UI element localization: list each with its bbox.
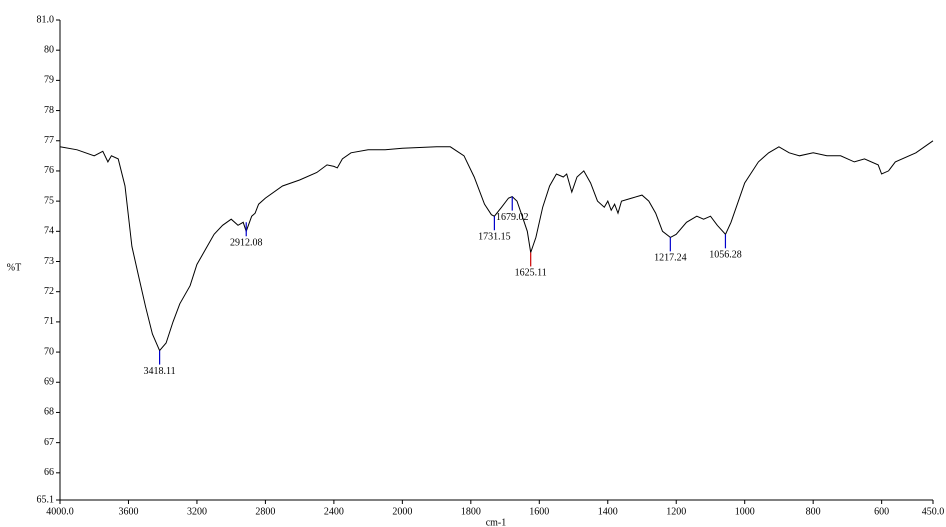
y-tick-label: 69 xyxy=(44,377,54,388)
peak-label: 2912.08 xyxy=(230,238,263,249)
y-tick-label: 77 xyxy=(44,135,54,146)
y-tick-label: 74 xyxy=(44,226,54,237)
y-tick-label: 73 xyxy=(44,256,54,267)
x-tick-label: 1000 xyxy=(735,506,755,517)
peak-label: 1625.11 xyxy=(515,268,547,279)
x-tick-label: 1200 xyxy=(666,506,686,517)
x-tick-label: 4000.0 xyxy=(46,506,74,517)
y-tick-label: 65.1 xyxy=(37,494,55,505)
peak-label: 3418.11 xyxy=(144,366,176,377)
y-tick-label: 75 xyxy=(44,195,54,206)
y-tick-label: 72 xyxy=(44,286,54,297)
y-tick-label: 70 xyxy=(44,346,54,357)
x-tick-label: 600 xyxy=(874,506,889,517)
y-tick-label: 76 xyxy=(44,165,54,176)
y-tick-label: 79 xyxy=(44,75,54,86)
peak-label: 1679.02 xyxy=(496,212,529,223)
x-tick-label: 3200 xyxy=(187,506,207,517)
x-tick-label: 1600 xyxy=(529,506,549,517)
peak-label: 1056.28 xyxy=(709,250,742,261)
x-tick-label: 1400 xyxy=(598,506,618,517)
x-tick-label: 2000 xyxy=(392,506,412,517)
peak-label: 1217.24 xyxy=(654,253,687,264)
peak-label: 1731.15 xyxy=(478,232,511,243)
x-tick-label: 1800 xyxy=(461,506,481,517)
x-tick-label: 450.0 xyxy=(922,506,945,517)
spectrum-line xyxy=(59,140,934,352)
x-tick-label: 2800 xyxy=(255,506,275,517)
y-tick-label: 67 xyxy=(44,437,54,448)
y-axis-label: %T xyxy=(7,262,21,273)
x-axis-label: cm-1 xyxy=(486,517,507,527)
y-tick-label: 66 xyxy=(44,467,54,478)
y-tick-label: 80 xyxy=(44,44,54,55)
y-tick-label: 71 xyxy=(44,316,54,327)
x-tick-label: 800 xyxy=(806,506,821,517)
x-tick-label: 3600 xyxy=(118,506,138,517)
y-tick-label: 78 xyxy=(44,105,54,116)
y-tick-label: 68 xyxy=(44,407,54,418)
y-tick-label: 81.0 xyxy=(37,14,55,25)
x-tick-label: 2400 xyxy=(324,506,344,517)
